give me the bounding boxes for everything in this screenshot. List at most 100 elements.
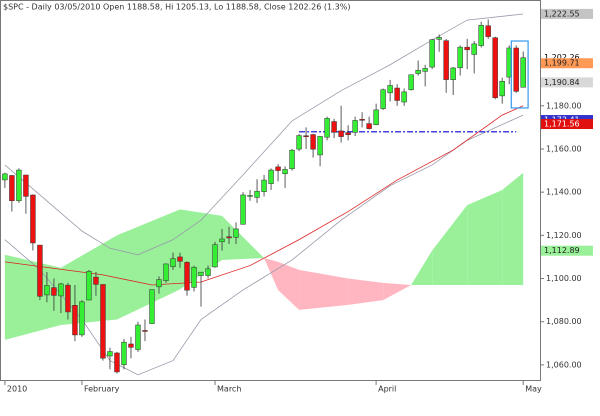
cloud-segment bbox=[222, 215, 265, 260]
candle-body bbox=[156, 279, 162, 288]
cloud-segment bbox=[348, 278, 384, 305]
candle-body bbox=[184, 262, 190, 291]
candle-body bbox=[331, 121, 337, 133]
candle-body bbox=[296, 135, 302, 150]
candle-body bbox=[30, 194, 36, 244]
cloud-segment bbox=[264, 258, 279, 290]
candle-body bbox=[51, 287, 57, 296]
candle-body bbox=[359, 119, 365, 121]
x-tick-label: May bbox=[525, 385, 542, 394]
candle-body bbox=[212, 244, 218, 268]
candle-body bbox=[9, 175, 15, 201]
y-tick-label: 1,100.00 bbox=[546, 274, 582, 283]
candle-body bbox=[163, 263, 169, 281]
candle-body bbox=[65, 284, 71, 313]
candle-body bbox=[317, 136, 323, 156]
candle-body bbox=[86, 271, 92, 301]
price-label: 1,199.71 bbox=[544, 59, 580, 68]
candle-body bbox=[380, 89, 386, 109]
moving-average bbox=[4, 105, 524, 286]
cloud-segment bbox=[432, 205, 468, 285]
candle-body bbox=[310, 134, 316, 150]
price-label-box bbox=[541, 77, 593, 88]
candle-body bbox=[289, 149, 295, 170]
candle-body bbox=[2, 173, 8, 181]
candle-body bbox=[492, 37, 498, 99]
candle-body bbox=[324, 118, 330, 138]
candle-body bbox=[373, 109, 379, 125]
x-tick-label: February bbox=[84, 385, 120, 394]
chart-title: $SPC - Daily 03/05/2010 Open 1188.58, Hi… bbox=[3, 3, 350, 12]
candle-body bbox=[429, 39, 435, 68]
candle-body bbox=[58, 283, 64, 297]
candle-body bbox=[457, 46, 463, 69]
y-tick-label: 1,080.00 bbox=[546, 317, 582, 326]
candle-body bbox=[422, 68, 428, 72]
candle-body bbox=[408, 74, 414, 90]
price-label-box bbox=[541, 58, 593, 69]
candle-body bbox=[471, 43, 477, 55]
cloud-segment bbox=[502, 172, 524, 285]
candle-body bbox=[79, 301, 85, 336]
y-tick-label: 1,120.00 bbox=[546, 231, 582, 240]
candle-body bbox=[520, 57, 526, 88]
price-label: 1,190.84 bbox=[544, 78, 580, 87]
candle-body bbox=[513, 47, 519, 92]
candle-body bbox=[394, 87, 400, 101]
candle-body bbox=[121, 341, 127, 366]
price-label: 1,112.89 bbox=[544, 246, 580, 255]
cloud-segment bbox=[278, 261, 300, 310]
x-tick-label: April bbox=[378, 385, 396, 394]
candle-body bbox=[254, 190, 260, 198]
cloud-segment bbox=[299, 269, 349, 310]
candle-body bbox=[485, 25, 491, 37]
candle-body bbox=[114, 352, 120, 373]
candle-body bbox=[23, 174, 29, 197]
candle-body bbox=[282, 169, 288, 174]
candle-body bbox=[387, 85, 393, 94]
candle-body bbox=[303, 135, 309, 137]
candle-body bbox=[135, 324, 141, 350]
cloud-segment bbox=[467, 190, 503, 285]
candle-body bbox=[261, 179, 267, 192]
candle-body bbox=[450, 67, 456, 81]
candle-body bbox=[205, 268, 211, 276]
price-label: 1,202.26 bbox=[544, 53, 580, 62]
cloud-segment bbox=[411, 250, 433, 285]
candle-body bbox=[366, 123, 372, 129]
candle-body bbox=[191, 266, 197, 288]
candle-body bbox=[338, 130, 344, 137]
candle-body bbox=[436, 37, 442, 40]
candle-body bbox=[352, 120, 358, 133]
price-label-box bbox=[541, 119, 593, 130]
candle-body bbox=[72, 305, 78, 336]
price-label-box bbox=[541, 245, 593, 256]
candle-body bbox=[233, 228, 239, 238]
price-label: 1,171.56 bbox=[544, 120, 580, 129]
bollinger-upper bbox=[4, 13, 524, 256]
candle-body bbox=[275, 166, 281, 171]
candle-body bbox=[37, 244, 43, 297]
candle-body bbox=[226, 236, 232, 239]
y-tick-label: 1,060.00 bbox=[546, 360, 582, 369]
candle-body bbox=[16, 169, 22, 201]
price-label: 1,222.55 bbox=[544, 9, 580, 18]
candle-body bbox=[478, 25, 484, 46]
x-tick-label: March bbox=[217, 385, 241, 394]
candle-body bbox=[93, 276, 99, 285]
candle-body bbox=[100, 284, 106, 359]
candle-body bbox=[198, 271, 204, 276]
price-label-box bbox=[541, 52, 593, 63]
cloud-segment bbox=[383, 282, 412, 301]
candle-body bbox=[149, 289, 155, 324]
candle-body bbox=[170, 258, 176, 267]
x-tick-label: 2010 bbox=[7, 385, 27, 394]
cloud-segment bbox=[180, 209, 223, 290]
candle-body bbox=[443, 40, 449, 80]
candle-body bbox=[240, 194, 246, 225]
candle-body bbox=[177, 256, 183, 262]
cloud-segment bbox=[4, 254, 61, 340]
candle-body bbox=[268, 169, 274, 184]
y-tick-label: 1,160.00 bbox=[546, 144, 582, 153]
